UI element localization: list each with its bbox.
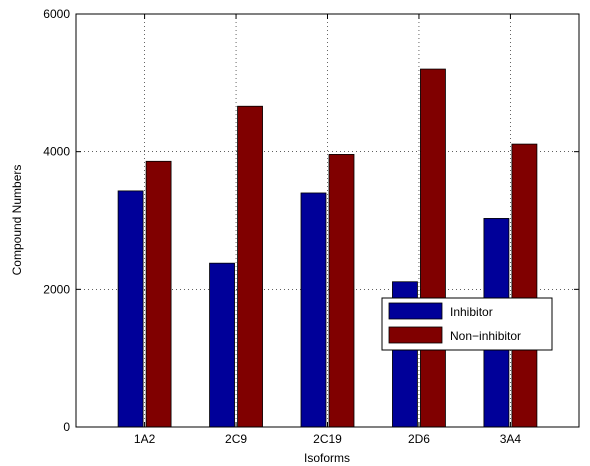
bar-non-inhibitor-1a2 bbox=[145, 160, 172, 428]
y-tick-label: 2000 bbox=[43, 282, 70, 296]
bar-non-inhibitor-2c9 bbox=[237, 105, 263, 428]
legend-swatch-inhibitor bbox=[388, 302, 443, 320]
bar-inhibitor-2c9 bbox=[209, 262, 235, 428]
x-tick-label: 2C19 bbox=[313, 432, 342, 446]
bar-inhibitor-1a2 bbox=[117, 190, 144, 428]
y-ticks: 0 2000 4000 6000 bbox=[43, 7, 579, 434]
legend: Inhibitor Non−inhibitor bbox=[381, 297, 553, 351]
y-axis-label: Compound Numbers bbox=[10, 165, 24, 276]
bar-non-inhibitor-2c19 bbox=[328, 154, 355, 428]
y-tick-label: 4000 bbox=[43, 145, 70, 159]
x-tick-label: 1A2 bbox=[134, 432, 156, 446]
bars bbox=[117, 68, 538, 428]
y-tick-label: 6000 bbox=[43, 7, 70, 21]
legend-label-non-inhibitor: Non−inhibitor bbox=[450, 329, 521, 343]
x-axis-label: Isoforms bbox=[304, 451, 350, 465]
x-tick-label: 2C9 bbox=[225, 432, 247, 446]
bar-non-inhibitor-2d6 bbox=[420, 68, 446, 428]
legend-label-inhibitor: Inhibitor bbox=[450, 305, 493, 319]
bar-inhibitor-2c19 bbox=[300, 192, 327, 428]
x-tick-label: 3A4 bbox=[500, 432, 522, 446]
x-ticks: 1A2 2C9 2C19 2D6 3A4 bbox=[134, 14, 521, 446]
bar-non-inhibitor-3a4 bbox=[511, 143, 538, 428]
y-tick-label: 0 bbox=[63, 420, 70, 434]
legend-swatch-non-inhibitor bbox=[388, 326, 443, 344]
grid bbox=[76, 14, 579, 427]
x-tick-label: 2D6 bbox=[408, 432, 430, 446]
